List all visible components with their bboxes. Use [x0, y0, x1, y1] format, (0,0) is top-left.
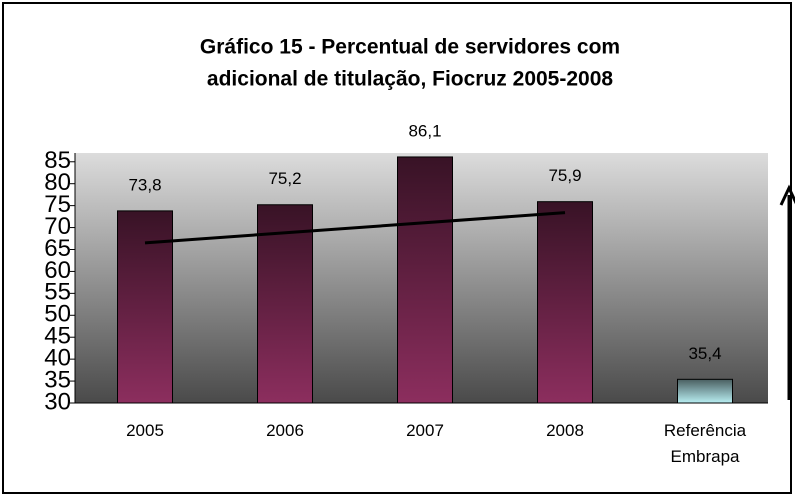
y-tick-label: 50	[44, 301, 71, 328]
y-tick-label: 60	[44, 257, 71, 284]
y-tick-label: 40	[44, 344, 71, 371]
bar	[537, 201, 593, 404]
x-tick-label: 2008	[546, 421, 584, 440]
y-tick-label: 30	[44, 388, 71, 415]
bar	[117, 210, 173, 404]
x-tick-label: 2006	[266, 421, 304, 440]
trend-line	[144, 211, 566, 245]
data-label: 75,9	[548, 166, 581, 185]
bar	[677, 378, 733, 404]
y-tick-label: 85	[44, 147, 71, 174]
data-label: 35,4	[688, 344, 721, 363]
x-tick-label: 2007	[406, 421, 444, 440]
bar	[397, 156, 453, 404]
y-tick-label: 65	[44, 235, 71, 262]
chart-title: Gráfico 15 - Percentual de servidores co…	[200, 36, 620, 59]
y-tick-label: 80	[44, 169, 71, 196]
y-tick-label: 55	[44, 279, 71, 306]
arrow-head	[779, 184, 795, 206]
data-label: 73,8	[128, 175, 161, 194]
y-tick-label: 70	[44, 213, 71, 240]
chart-subtitle: adicional de titulação, Fiocruz 2005-200…	[207, 68, 613, 91]
y-tick-label: 45	[44, 323, 71, 350]
y-tick-label: 35	[44, 366, 71, 393]
data-label: 75,2	[268, 169, 301, 188]
data-label: 86,1	[408, 121, 441, 140]
x-tick-label: Referência Embrapa	[663, 421, 747, 466]
x-tick-label: 2005	[126, 421, 164, 440]
y-tick-label: 75	[44, 191, 71, 218]
